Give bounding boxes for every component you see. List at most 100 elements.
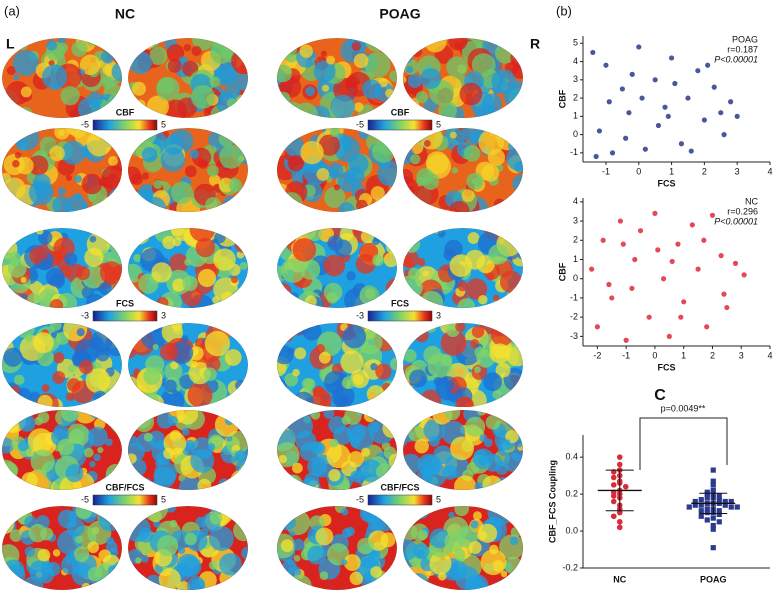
brain-blob [338, 201, 355, 212]
brain-blob [403, 275, 423, 300]
brain-blob [509, 232, 517, 240]
brain-blob [448, 38, 468, 51]
brain-blob [364, 288, 376, 299]
brain-blob [203, 367, 217, 381]
brain-blob [239, 261, 248, 270]
brain-blob [388, 575, 395, 583]
brain-blob [102, 64, 114, 76]
brain-blob [226, 97, 237, 109]
point [669, 258, 675, 265]
brain-blob [324, 186, 346, 209]
brain-blob [478, 129, 504, 156]
brain-blob [135, 557, 142, 564]
colorbar [367, 310, 433, 322]
brain-blob [287, 155, 305, 172]
brain-blob [184, 532, 197, 546]
brain-blob [507, 99, 523, 118]
brain-blob [176, 553, 200, 577]
point [596, 128, 603, 134]
brain-blob [71, 40, 88, 57]
y-tick-label: -1 [570, 147, 578, 157]
brain-blob [277, 330, 286, 340]
brain-blob [205, 196, 222, 212]
brain-blob [403, 523, 418, 541]
point [606, 281, 612, 288]
brain-blob [328, 469, 341, 482]
brain-blob [457, 298, 476, 308]
y-tick-label: 1 [573, 254, 578, 264]
point [724, 304, 730, 311]
point [734, 113, 740, 119]
brain-blob [280, 258, 306, 283]
brain-blob [403, 410, 423, 428]
brain-blob [53, 424, 69, 440]
brain-blob [329, 128, 340, 138]
point [652, 77, 658, 83]
brain-blob [409, 42, 417, 50]
brain-blob [451, 562, 460, 571]
brain-blob [516, 132, 523, 139]
brain-blob [288, 292, 299, 303]
brain-blob [20, 276, 27, 283]
point [722, 502, 728, 508]
brain-blob [313, 60, 336, 83]
brain-blob [81, 286, 94, 299]
brain-blob [448, 511, 455, 519]
brain-blob [506, 146, 523, 171]
brain-blob [451, 167, 459, 174]
brain-blob [243, 508, 248, 517]
brain-blob [128, 410, 145, 424]
brain-blob [178, 476, 203, 490]
hemisphere-label: R [530, 36, 540, 52]
point [710, 478, 716, 484]
brain-blob [420, 485, 429, 490]
brain-blob [49, 145, 65, 162]
brain-blob [327, 235, 344, 251]
point [711, 84, 717, 90]
y-tick-label: 0.0 [565, 525, 578, 535]
brain-blob [16, 156, 34, 175]
brain-blob [45, 267, 65, 287]
brain-blob [112, 281, 122, 299]
brain-blob [403, 392, 415, 405]
brain-blob [65, 128, 80, 136]
brain-blob [369, 418, 395, 444]
brain-blob [359, 459, 383, 482]
brain-blob [465, 278, 488, 300]
brain-blob [79, 54, 101, 76]
brain-blob [83, 447, 94, 458]
point [710, 515, 716, 521]
brain-blob [423, 345, 442, 365]
point [710, 482, 716, 488]
brain-blob [290, 323, 313, 336]
point [623, 135, 629, 141]
brain-blob [495, 461, 509, 475]
brain-blob [480, 549, 507, 576]
brain-blob [2, 437, 14, 454]
brain-blob [228, 228, 248, 239]
brain-blob [78, 97, 101, 118]
brain-blob [429, 528, 450, 549]
point [716, 511, 722, 518]
brain-blob [177, 546, 186, 555]
brain-blob [189, 149, 200, 159]
brain-blob [481, 164, 500, 182]
brain-blob [291, 128, 305, 138]
brain-blob [446, 56, 468, 78]
colorbar-tick: 5 [161, 119, 166, 129]
brain-blob [426, 154, 452, 179]
brain-blob [505, 410, 523, 430]
brain-blob [277, 326, 294, 343]
y-tick-label: 2 [573, 92, 578, 102]
point [710, 467, 716, 473]
group-title: POAG [379, 6, 420, 22]
brain-blob [488, 244, 509, 265]
brain-blob [277, 323, 289, 341]
brain-blob [2, 198, 14, 212]
brain-blob [392, 195, 397, 203]
brain-blob [74, 192, 82, 201]
brain-blob [318, 134, 340, 156]
brain-blob [284, 231, 298, 244]
brain-blob [504, 556, 523, 575]
brain-blob [160, 147, 185, 172]
